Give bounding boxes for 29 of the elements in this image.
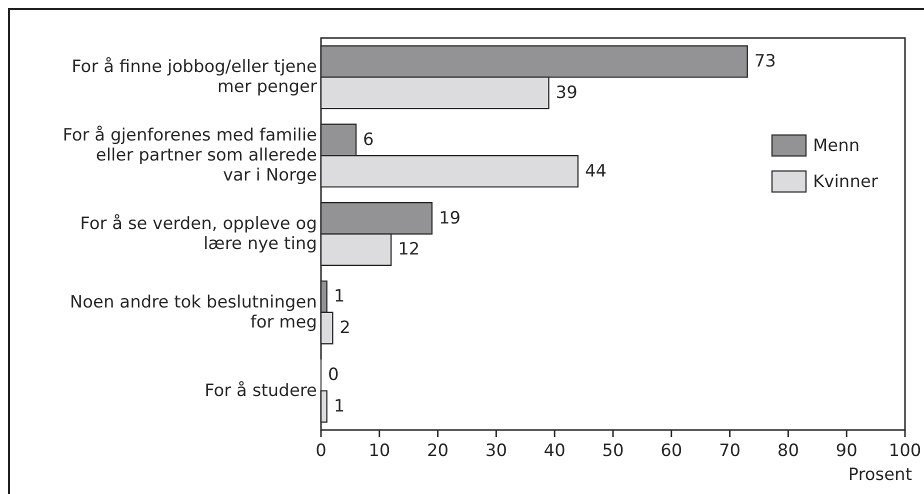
data-label: 39 [556,82,578,103]
data-label: 12 [398,240,420,260]
data-label: 1 [334,396,345,416]
x-tick-label: 30 [485,441,508,461]
x-tick-label: 60 [660,441,682,461]
x-tick-label: 40 [544,441,566,461]
data-label: 1 [334,286,345,307]
data-label: 19 [438,208,461,228]
x-axis-title: Prosent [848,465,912,485]
data-label: 73 [754,52,776,72]
y-tick-label: Noen andre tok beslutningen for meg [70,292,317,332]
data-label: 2 [340,318,351,338]
x-tick-label: 20 [426,441,449,461]
x-tick-label: 10 [368,441,390,461]
x-tick-label: 0 [316,441,326,461]
data-label: 44 [584,161,607,182]
legend-label: Kvinner [813,172,878,192]
legend-label: Menn [813,136,860,156]
x-tick-label: 50 [602,441,624,461]
x-tick-label: 90 [836,441,858,461]
x-tick-label: 100 [888,441,922,461]
x-tick-label: 70 [718,441,741,461]
y-tick-label: For å gjenforenes med familie eller partner som allerede var i Norge [62,126,317,186]
data-label: 6 [363,130,374,150]
y-tick-label: For å se verden, oppleve og lære nye ting [80,214,317,254]
y-tick-label: For å studere [204,380,317,401]
y-tick-label: For å finne jobbog/eller tjene mer penger [72,57,317,98]
x-tick-label: 80 [777,441,800,461]
data-label: 0 [328,365,339,386]
